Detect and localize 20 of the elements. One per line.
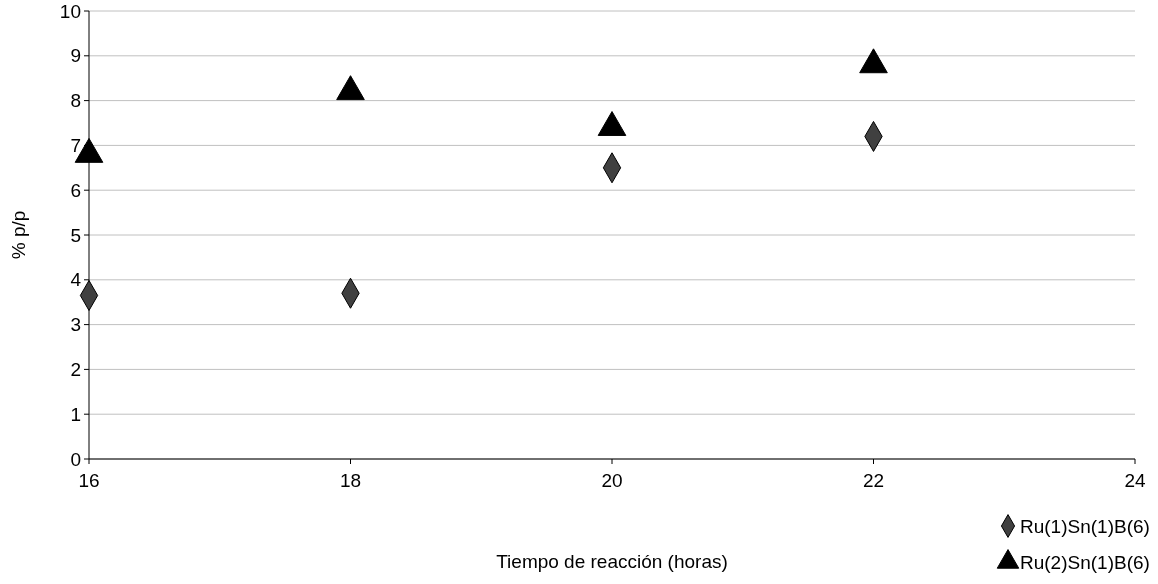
- y-tick-label: 3: [70, 314, 81, 336]
- y-tick-label: 7: [70, 135, 81, 157]
- x-tick-label: 20: [601, 470, 623, 491]
- y-tick-label: 2: [70, 359, 81, 381]
- x-tick-label: 24: [1124, 470, 1146, 491]
- legend-label: Ru(1)Sn(1)B(6): [1020, 515, 1150, 537]
- y-tick-label: 0: [70, 448, 81, 470]
- y-tick-label: 10: [59, 0, 81, 22]
- x-tick-label: 16: [78, 470, 100, 491]
- x-tick-label: 22: [862, 470, 885, 491]
- y-axis-title: % p/p: [8, 210, 29, 260]
- y-tick-label: 9: [70, 45, 81, 67]
- y-tick-label: 1: [70, 403, 81, 425]
- legend-label: Ru(2)Sn(1)B(6): [1020, 551, 1150, 573]
- y-tick-label: 4: [70, 269, 82, 291]
- y-tick-label: 5: [70, 224, 81, 246]
- y-tick-label: 6: [70, 179, 81, 201]
- x-axis-title: Tiempo de reacción (horas): [496, 551, 728, 572]
- x-tick-label: 18: [339, 470, 362, 491]
- y-tick-label: 8: [70, 90, 81, 112]
